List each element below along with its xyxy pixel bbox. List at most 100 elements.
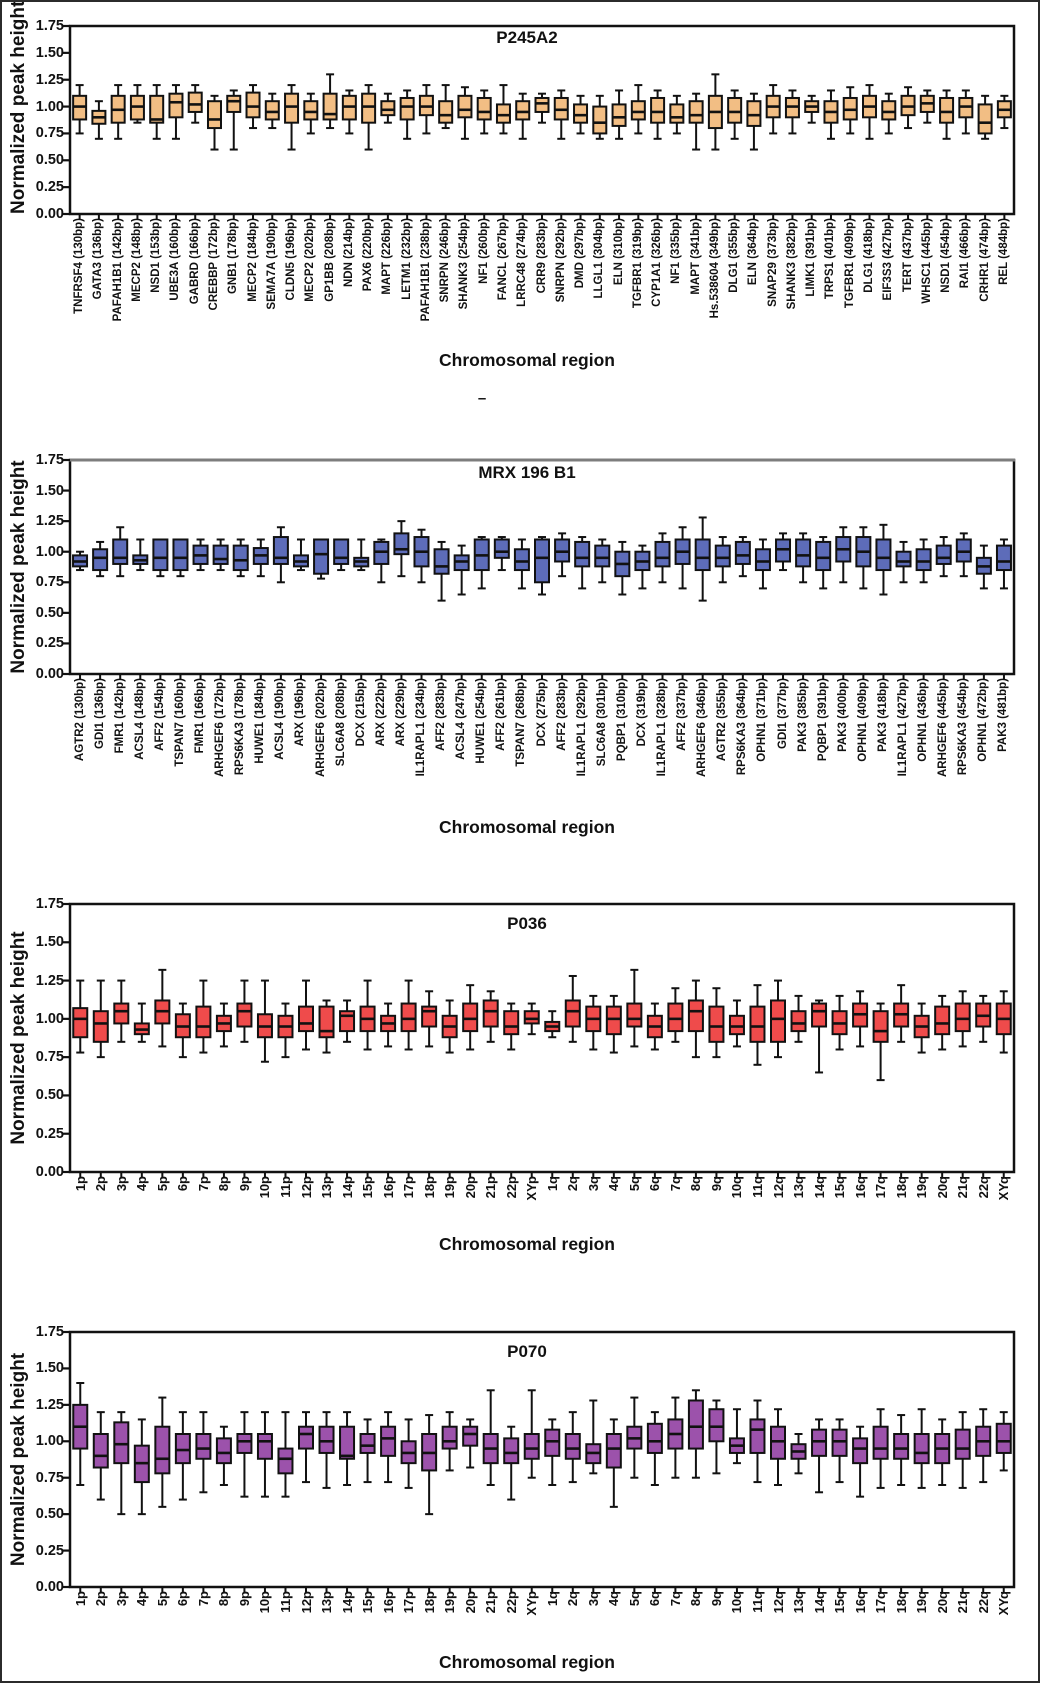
box-plot	[359, 1433, 376, 1454]
box-plot	[667, 1002, 684, 1033]
box-plot	[457, 94, 473, 119]
category-label: GABRD (166bp)	[188, 218, 201, 305]
category-label: IL1RAPL1 (427bp)	[897, 678, 910, 777]
category-label: GDI1 (136bp)	[93, 678, 106, 749]
box-plot	[72, 1007, 89, 1039]
y-tick-label: 1.00	[35, 98, 64, 115]
category-label: ARHGEF6 (346bp)	[696, 678, 709, 778]
category-label: NDN (214bp)	[342, 218, 355, 288]
category-label: ACSL4 (148bp)	[133, 678, 146, 760]
chart-title-p245a2: P245A2	[496, 28, 558, 47]
category-label: FANCL (267bp)	[496, 218, 509, 301]
category-label: SNRPN (246bp)	[439, 218, 452, 303]
category-label: 21p	[483, 1591, 499, 1614]
box-plot	[264, 100, 280, 121]
box-plot	[954, 1428, 971, 1460]
category-label: CYP1A1 (326bp)	[651, 218, 664, 307]
category-label: SHANK3 (254bp)	[458, 218, 471, 310]
box-plot	[811, 1002, 828, 1028]
category-label: 18p	[421, 1176, 437, 1199]
category-label: 5q	[626, 1591, 642, 1607]
box-plot	[212, 544, 229, 565]
category-label: XYp	[524, 1591, 540, 1616]
y-tick-label: 1.25	[35, 513, 64, 530]
category-label: ARHGEF6 (202bp)	[314, 678, 327, 778]
category-label: 8p	[216, 1591, 232, 1607]
category-label: 4q	[606, 1176, 622, 1192]
category-label: AGTR2 (355bp)	[716, 678, 729, 762]
category-label: MAPT (341bp)	[689, 218, 702, 295]
y-tick-label: 0.25	[35, 635, 64, 652]
category-label: 2p	[93, 1176, 109, 1192]
y-tick-label: 0.50	[35, 1506, 64, 1523]
category-label: 8q	[688, 1591, 704, 1607]
category-label: 22q	[975, 1591, 991, 1614]
category-label: RPS6KA3 (454bp)	[957, 678, 970, 776]
y-tick-label: 0.00	[35, 1579, 64, 1595]
category-label: 9q	[708, 1591, 724, 1607]
box-plot	[393, 532, 410, 556]
category-label: 11q	[749, 1176, 765, 1198]
category-label: 14q	[811, 1591, 827, 1614]
box-plot	[513, 548, 530, 572]
category-label: EIF3S3 (427bp)	[882, 218, 895, 301]
box-plot	[380, 100, 396, 117]
plot-frame	[68, 902, 1016, 1174]
separator-dash: –	[477, 390, 487, 407]
box-plot	[174, 1433, 191, 1465]
box-plot	[168, 92, 184, 119]
category-label: RPS6KA3 (364bp)	[736, 678, 749, 776]
box-plot	[611, 103, 627, 127]
category-label: FMR1 (142bp)	[113, 678, 126, 754]
box-plot	[154, 1425, 171, 1475]
category-label: GATA3 (136bp)	[92, 218, 105, 300]
category-label: 21q	[955, 1591, 971, 1614]
x-axis-label: Chromosomal region	[439, 350, 615, 370]
category-label: 12p	[298, 1591, 314, 1614]
category-label: PAFAH1B1 (238bp)	[419, 218, 432, 322]
box-plot	[687, 1399, 704, 1450]
category-label: 6q	[647, 1591, 663, 1607]
category-label: 19q	[914, 1176, 930, 1199]
category-label: 13q	[791, 1591, 807, 1614]
category-label: 14p	[339, 1176, 355, 1199]
category-label: DLG1 (418bp)	[863, 218, 875, 293]
box-plot	[112, 538, 129, 565]
category-label: 10p	[257, 1591, 273, 1614]
box-plot	[433, 548, 450, 575]
category-label: 9p	[236, 1591, 252, 1607]
y-tick-label: 1.50	[35, 44, 64, 61]
category-label: TSPAN7 (268bp)	[515, 678, 528, 767]
category-label: DLG1 (355bp)	[728, 218, 741, 293]
category-label: 17q	[873, 1591, 889, 1614]
category-label: 19p	[442, 1591, 458, 1614]
category-label: 1q	[544, 1591, 560, 1607]
box-plot	[534, 538, 550, 584]
box-plot	[754, 548, 771, 572]
box-plot	[503, 1437, 520, 1465]
category-label: AFF2 (261bp)	[495, 678, 508, 751]
category-label: 22p	[503, 1591, 519, 1614]
category-label: TGFBR1 (409bp)	[843, 218, 856, 309]
category-label: 6q	[647, 1176, 663, 1192]
y-tick-label: 0.25	[35, 1542, 64, 1559]
category-label: FMR1 (166bp)	[194, 678, 207, 754]
box-plot	[399, 96, 415, 121]
category-label: NSD1 (153bp)	[150, 218, 163, 293]
box-plot	[187, 91, 203, 113]
category-label: SHANK3 (382bp)	[785, 218, 798, 310]
box-plot	[630, 100, 646, 121]
category-label: 19q	[914, 1591, 930, 1614]
box-plot	[626, 1002, 643, 1028]
category-label: TERT (437bp)	[901, 218, 914, 293]
category-label: ARHGEF6 (445bp)	[937, 678, 950, 778]
category-label: CLDN5 (196bp)	[285, 218, 298, 301]
y-tick-label: 0.50	[35, 1087, 64, 1104]
box-plot	[441, 1425, 458, 1450]
category-label: 5p	[154, 1176, 170, 1192]
category-label: 2q	[565, 1591, 581, 1607]
category-label: 20p	[462, 1176, 478, 1199]
category-label: 22q	[975, 1176, 991, 1199]
category-label: UBE3A (160bp)	[169, 218, 182, 301]
